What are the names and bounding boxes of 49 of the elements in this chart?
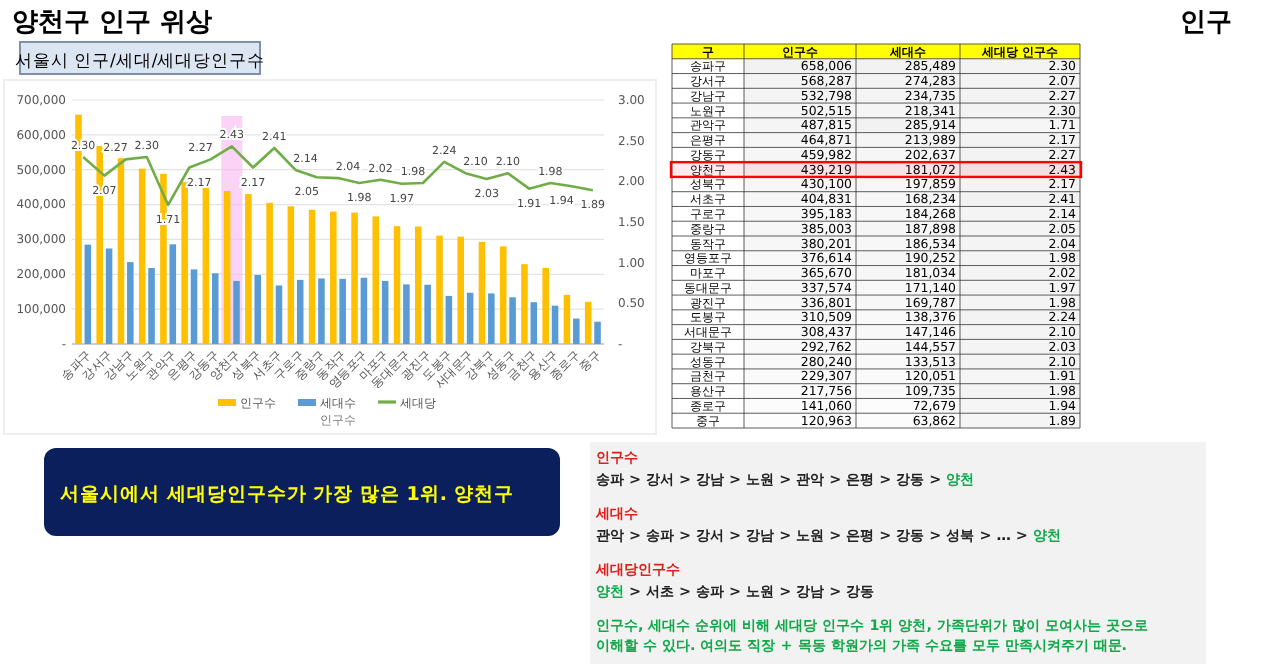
bar — [414, 226, 422, 344]
bar — [509, 297, 516, 344]
bar — [138, 168, 146, 344]
bar — [181, 181, 188, 344]
bar — [445, 295, 453, 344]
bar — [275, 285, 283, 344]
bar — [457, 236, 465, 344]
bar — [266, 202, 273, 344]
bar — [499, 246, 507, 344]
bar — [233, 280, 240, 344]
bar — [296, 279, 304, 344]
bar — [84, 244, 92, 344]
chart-subtitle: 서울시 인구/세대/세대당인구수 — [14, 52, 266, 72]
bar — [478, 241, 486, 344]
bar — [330, 211, 337, 344]
bar — [530, 302, 538, 344]
bar — [563, 294, 571, 344]
bar — [211, 273, 219, 344]
bar — [318, 278, 325, 344]
bar — [339, 278, 346, 344]
bar — [381, 280, 389, 344]
bar — [360, 277, 368, 344]
bar — [223, 190, 231, 344]
bar — [127, 262, 134, 344]
bar — [190, 269, 198, 344]
text: 서울시에서 세대당인구수가 가장 많은 1위. 양천구 — [60, 484, 514, 506]
bar — [351, 212, 358, 344]
bar — [105, 248, 113, 344]
bar — [117, 158, 125, 344]
bar — [573, 318, 580, 344]
bar — [254, 274, 262, 344]
bar — [393, 226, 401, 344]
bar — [308, 209, 316, 344]
bar — [424, 284, 431, 344]
bar — [372, 216, 380, 344]
text: 인구 — [1180, 8, 1232, 38]
bar — [542, 268, 549, 344]
bar — [466, 292, 474, 344]
chart-title: 양천구 인구 위상 — [12, 8, 213, 38]
bar — [594, 321, 601, 344]
bar — [584, 301, 592, 344]
bar — [287, 206, 295, 344]
bar — [436, 235, 443, 344]
bar — [521, 264, 528, 344]
bar — [403, 284, 410, 344]
bar — [169, 244, 177, 344]
bar — [551, 305, 559, 344]
bar — [488, 293, 495, 344]
bar — [148, 268, 155, 344]
